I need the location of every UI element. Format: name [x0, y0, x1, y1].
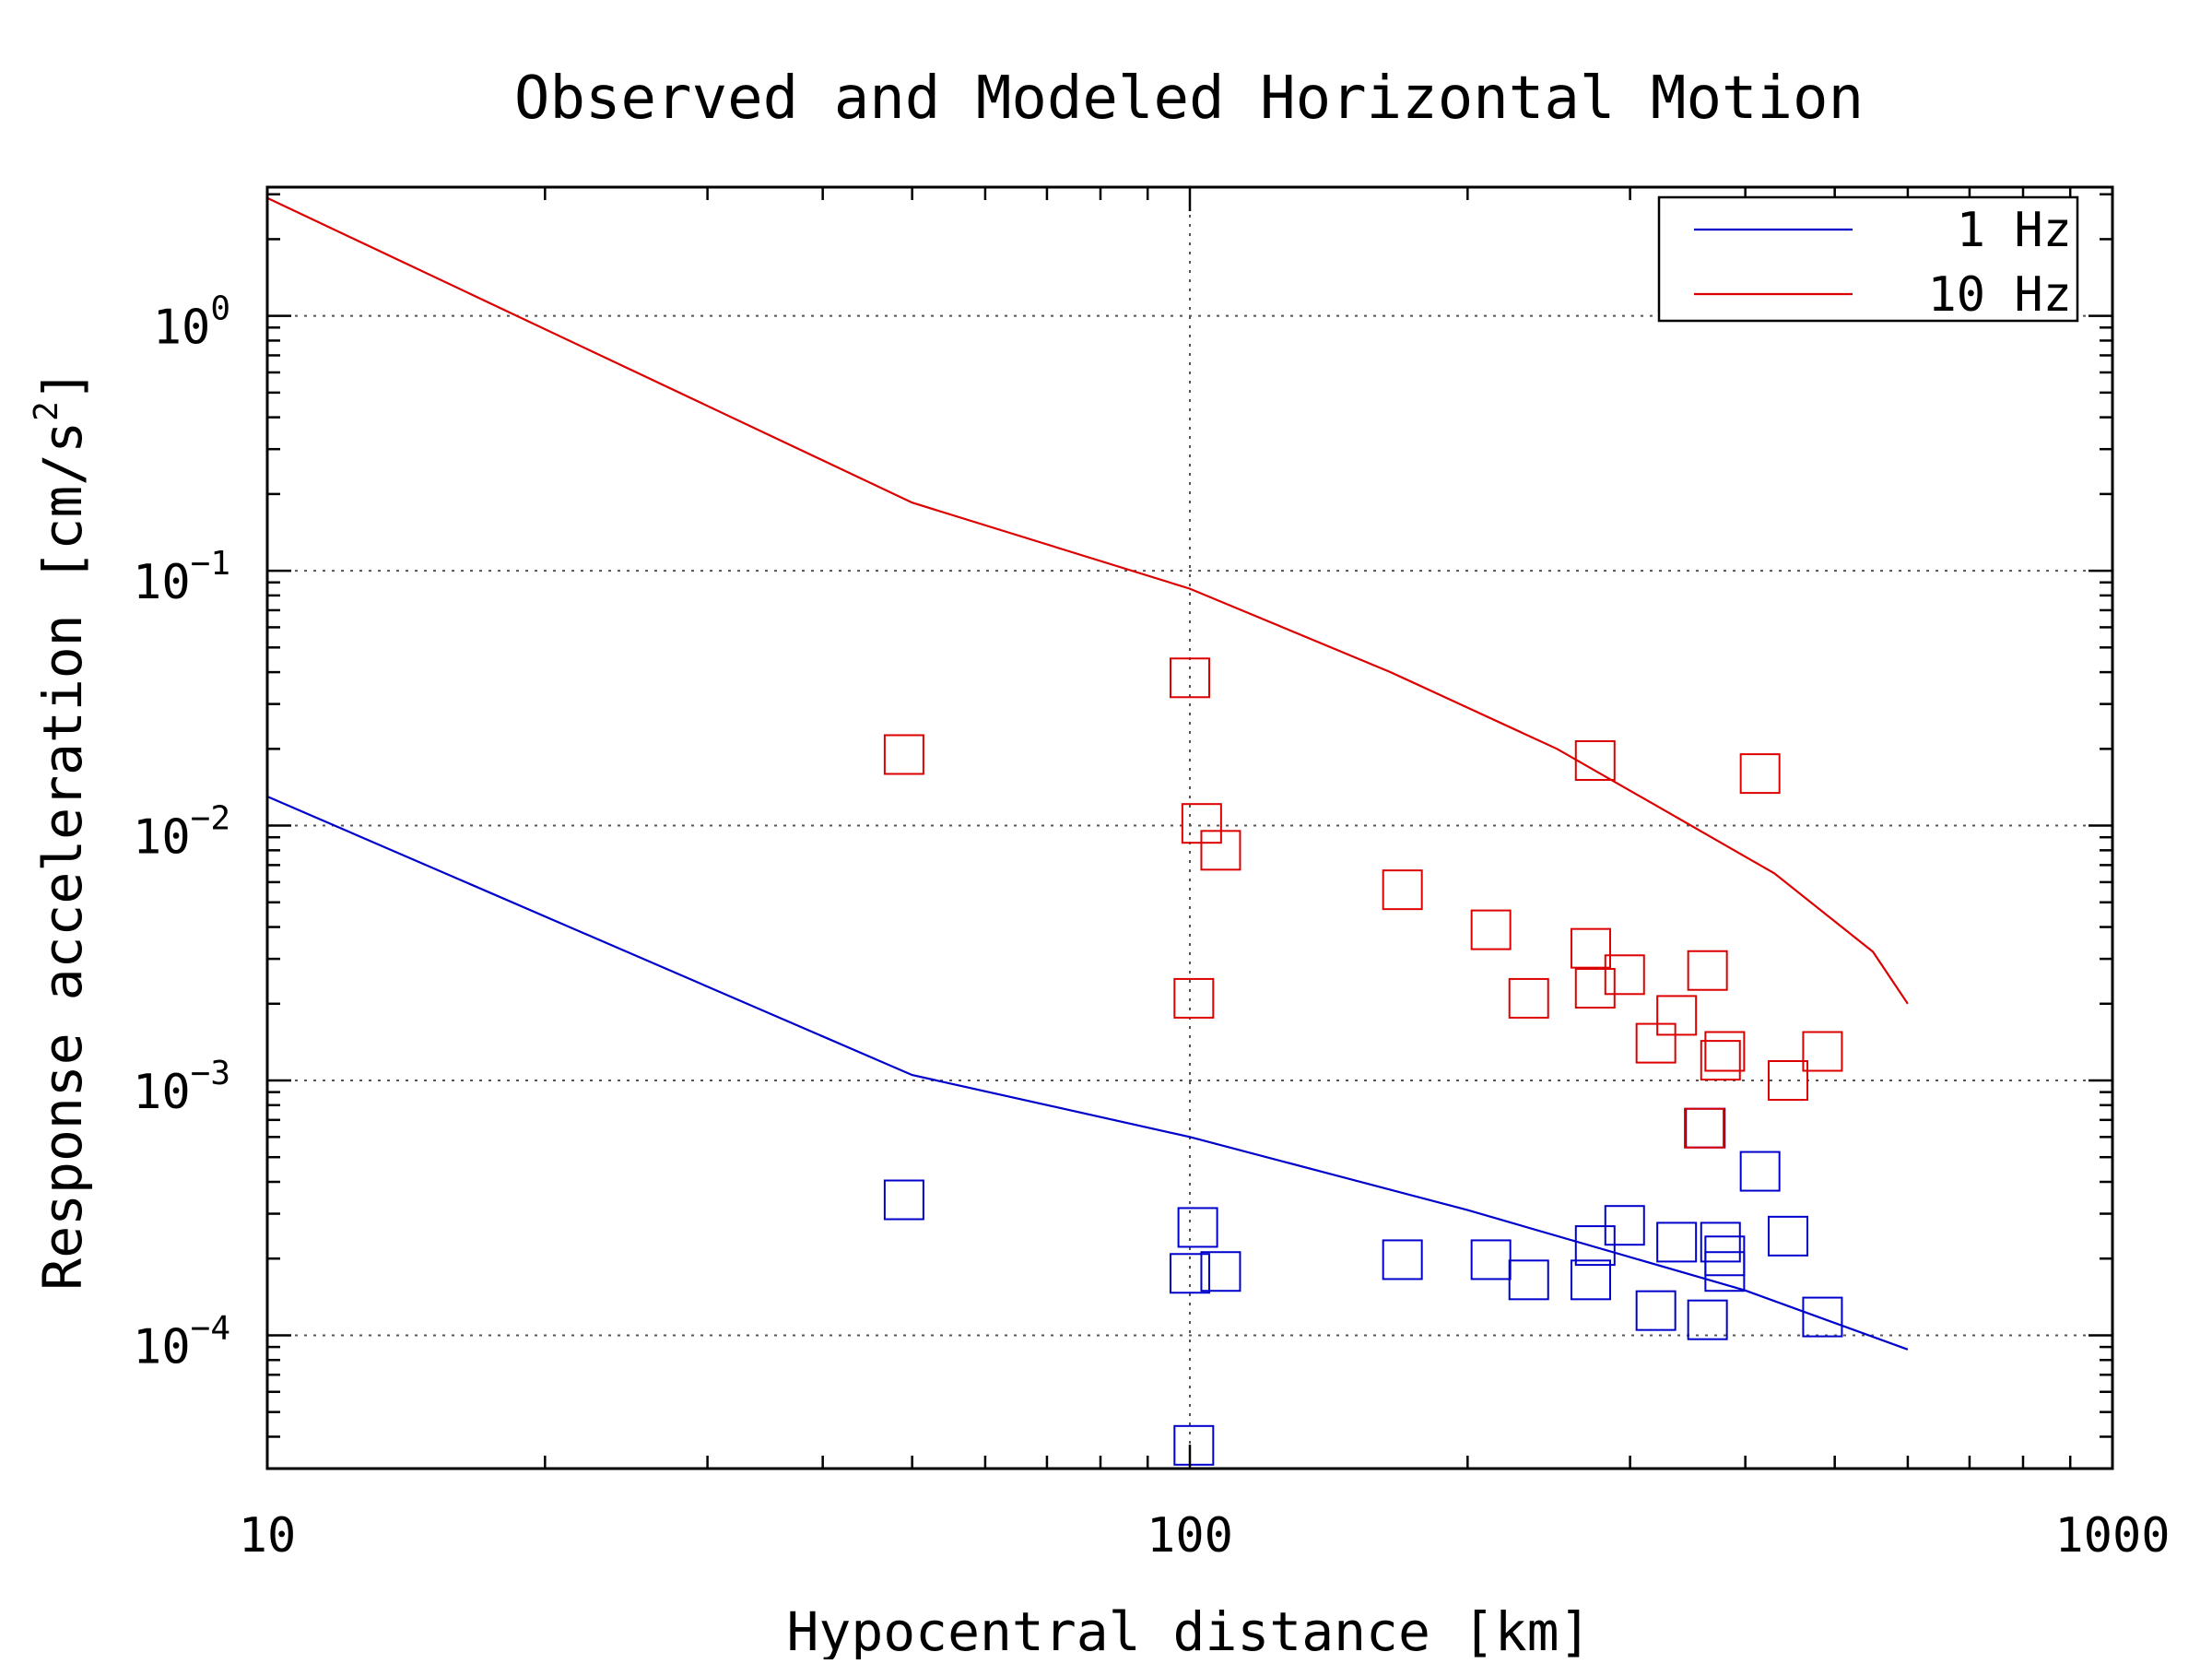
observed-markers: [883, 657, 1843, 1466]
legend: 1 Hz 10 Hz: [1657, 195, 2079, 323]
y-tick-labels: 100 10−1 10−2 10−3 10−4: [133, 290, 230, 1375]
y-tick-label: 10−2: [133, 800, 230, 866]
observed-point-10-hz: [1768, 1059, 1809, 1101]
y-tick-label: 100: [153, 290, 230, 356]
chart-title: Observed and Modeled Horizontal Motion: [514, 65, 1864, 133]
observed-point-1-hz: [1704, 1235, 1746, 1277]
y-tick-label: 10−3: [133, 1055, 230, 1120]
observed-point-1-hz: [1768, 1215, 1809, 1257]
observed-point-1-hz: [1656, 1221, 1698, 1263]
observed-point-10-hz: [1635, 1022, 1677, 1064]
observed-point-10-hz: [1684, 1107, 1725, 1149]
x-tick-label: 10: [239, 1508, 297, 1564]
observed-point-1-hz: [1200, 1251, 1241, 1292]
x-tick-labels: 10 100 1000: [239, 1508, 2171, 1564]
observed-point-10-hz: [1200, 830, 1241, 871]
y-tick-label: 10−1: [133, 545, 230, 610]
y-axis-label: Response acceleration [cm/s2]: [28, 369, 94, 1290]
observed-point-1-hz: [883, 1179, 924, 1221]
observed-point-10-hz: [1571, 927, 1612, 969]
model-line-1-hz: [266, 795, 1909, 1351]
observed-point-1-hz: [1685, 1107, 1726, 1149]
x-tick-label: 1000: [2054, 1508, 2170, 1564]
observed-point-1-hz: [1508, 1259, 1549, 1301]
observed-point-1-hz: [1470, 1239, 1512, 1280]
observed-point-1-hz: [1177, 1207, 1218, 1248]
observed-point-10-hz: [1382, 869, 1423, 911]
y-axis-label-suffix: ]: [31, 369, 94, 401]
legend-label-1-hz: 1 Hz: [1957, 203, 2072, 258]
observed-point-1-hz: [1687, 1299, 1728, 1340]
observed-point-10-hz: [1470, 909, 1512, 950]
observed-point-10-hz: [1170, 657, 1210, 699]
y-tick-label: 10−4: [133, 1309, 230, 1375]
observed-point-1-hz: [1704, 1251, 1746, 1292]
observed-point-1-hz: [1170, 1253, 1210, 1294]
x-tick-label: 100: [1147, 1508, 1233, 1564]
observed-point-10-hz: [883, 734, 924, 775]
observed-point-10-hz: [1700, 1040, 1741, 1081]
x-axis-label: Hypocentral distance [km]: [787, 1600, 1592, 1659]
observed-point-10-hz: [1802, 1031, 1843, 1072]
grid-lines: [267, 187, 2112, 1469]
observed-point-1-hz: [1604, 1205, 1645, 1246]
legend-label-10-hz: 10 Hz: [1927, 267, 2072, 323]
observed-point-10-hz: [1574, 739, 1616, 781]
observed-point-1-hz: [1700, 1221, 1741, 1263]
observed-point-1-hz: [1802, 1296, 1843, 1338]
observed-point-10-hz: [1704, 1031, 1746, 1072]
legend-box: [1657, 195, 2079, 323]
observed-point-1-hz: [1571, 1259, 1612, 1301]
observed-point-10-hz: [1173, 977, 1215, 1019]
observed-point-10-hz: [1604, 954, 1645, 996]
observed-point-10-hz: [1739, 753, 1781, 795]
y-axis-label-main: Response acceleration [cm/s: [31, 421, 94, 1291]
observed-point-1-hz: [1635, 1290, 1677, 1331]
observed-point-1-hz: [1173, 1424, 1215, 1466]
observed-point-1-hz: [1382, 1239, 1423, 1280]
observed-point-10-hz: [1687, 950, 1728, 991]
observed-point-10-hz: [1574, 968, 1616, 1009]
observed-point-10-hz: [1656, 995, 1698, 1036]
model-lines: [266, 196, 1909, 1351]
axis-ticks: [265, 187, 2112, 1470]
observed-point-1-hz: [1739, 1151, 1781, 1192]
observed-point-10-hz: [1508, 977, 1549, 1019]
model-line-10-hz: [266, 196, 1909, 1005]
y-axis-label-exponent: 2: [28, 401, 65, 421]
